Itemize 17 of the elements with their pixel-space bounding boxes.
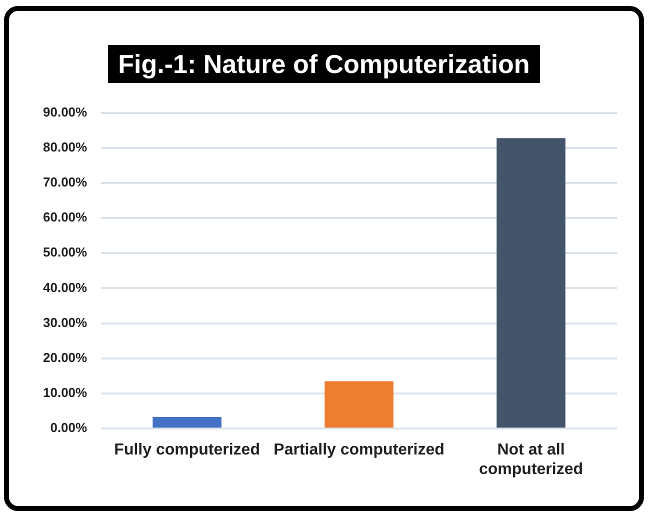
- y-tick-label: 70.00%: [42, 174, 88, 190]
- y-tick-label: 0.00%: [50, 420, 88, 436]
- y-tick-label: 10.00%: [42, 385, 88, 400]
- y-tick-label: 40.00%: [42, 280, 88, 295]
- y-tick-label: 60.00%: [42, 210, 88, 225]
- chart-title: Fig.-1: Nature of Computerization: [108, 45, 540, 83]
- y-tick-label: 90.00%: [42, 104, 88, 120]
- x-tick-label: Not at all computerized: [479, 442, 584, 478]
- y-tick-label: 20.00%: [42, 350, 88, 365]
- x-tick-label: Partially computerized: [274, 442, 444, 459]
- x-tick-label: Fully computerized: [114, 442, 260, 459]
- bar: [324, 381, 394, 428]
- y-tick-label: 30.00%: [42, 314, 88, 330]
- y-tick-label: 80.00%: [42, 139, 88, 154]
- y-tick-label: 50.00%: [42, 244, 88, 260]
- bar: [496, 138, 566, 428]
- bar: [152, 417, 222, 428]
